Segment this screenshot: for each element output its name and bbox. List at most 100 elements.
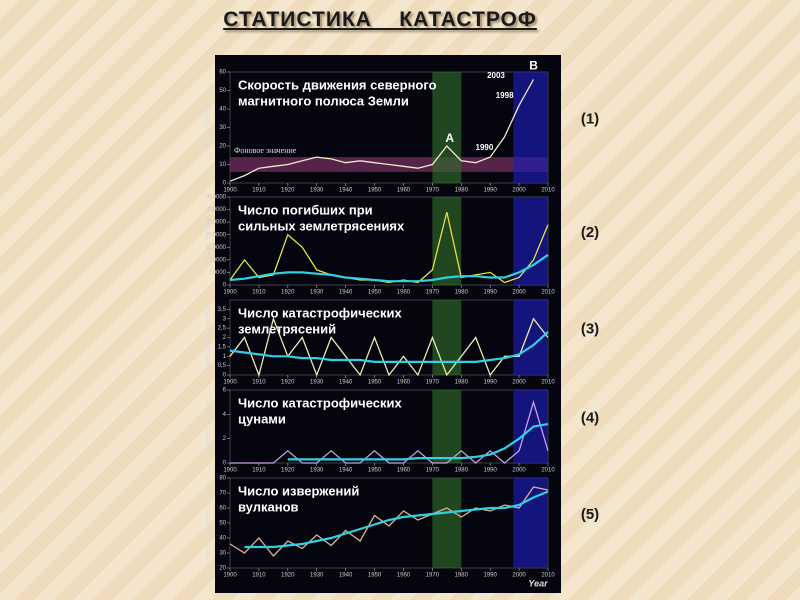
y-tick-label: 4: [223, 412, 227, 418]
x-tick-label: 1900: [223, 380, 237, 386]
x-tick-label: 2000: [512, 188, 526, 194]
x-tick-label: 1920: [281, 468, 295, 474]
x-tick-label: 1910: [252, 573, 266, 579]
y-tick-label: 10: [219, 162, 226, 168]
x-tick-label: 1970: [426, 290, 440, 296]
x-tick-label: 1910: [252, 290, 266, 296]
series-line: [229, 79, 535, 182]
x-tick-label: 1940: [339, 573, 353, 579]
y-tick-label: 40: [219, 536, 226, 542]
x-tick-label: 1900: [223, 468, 237, 474]
x-tick-label: 1930: [310, 188, 324, 194]
x-tick-label: 1990: [484, 468, 498, 474]
y-tick-label: 2: [223, 436, 227, 442]
series-line: [244, 490, 549, 549]
y-tick-label: 150000: [206, 245, 227, 251]
series-line: [229, 316, 549, 378]
x-tick-label: 1940: [339, 290, 353, 296]
y-tick-label: 40: [219, 107, 226, 113]
panel-label: (3): [581, 320, 599, 337]
x-tick-label: 1960: [397, 380, 411, 386]
panel-label: (2): [581, 224, 599, 241]
series-line: [229, 331, 549, 363]
panel-label: (4): [581, 409, 599, 426]
x-tick-label: 1950: [368, 380, 382, 386]
x-tick-label: 1920: [281, 290, 295, 296]
y-tick-label: 0: [223, 461, 227, 467]
highlight-band: [513, 72, 548, 183]
highlight-band: [432, 478, 462, 568]
y-tick-label: 300000: [206, 207, 227, 213]
panel-label: (5): [581, 506, 599, 523]
series-line: [230, 399, 549, 464]
panel-title: землетрясений: [238, 321, 336, 336]
y-tick-label: 0: [223, 373, 227, 379]
highlight-band: [432, 390, 462, 463]
x-tick-label: 1960: [397, 573, 411, 579]
y-axis-label: Velocity (km/yr): [205, 104, 212, 152]
panel-title: цунами: [238, 411, 286, 426]
panel-title: Число катастрофических: [238, 395, 403, 410]
annotation: A: [445, 131, 454, 145]
annotation: B: [529, 59, 538, 73]
panel-title: Число катастрофических: [238, 305, 403, 320]
x-tick-label: 2010: [541, 188, 555, 194]
panel-title: сильных землетрясениях: [238, 218, 405, 233]
x-tick-label: 1960: [397, 468, 411, 474]
x-tick-label: 2000: [512, 380, 526, 386]
highlight-band: [432, 197, 462, 285]
y-tick-label: 1: [223, 354, 227, 360]
highlight-band: [432, 72, 462, 183]
series-line: [287, 423, 549, 461]
x-tick-label: 2010: [541, 573, 555, 579]
x-tick-label: 1900: [223, 573, 237, 579]
x-tick-label: 1970: [426, 380, 440, 386]
panel-title: магнитного полюса Земли: [238, 93, 409, 108]
x-tick-label: 2010: [541, 468, 555, 474]
y-tick-label: 3: [223, 316, 227, 322]
x-tick-label: 1980: [455, 290, 469, 296]
y-axis-label: Deaths number: [205, 216, 212, 265]
panel-label: (1): [581, 110, 599, 127]
series-line: [229, 211, 549, 284]
x-tick-label: 1920: [281, 188, 295, 194]
x-tick-label: 1940: [339, 380, 353, 386]
highlight-band: [513, 197, 548, 285]
y-tick-label: 200000: [206, 232, 227, 238]
y-axis-label: Volcano eruptions number: [205, 482, 212, 564]
x-tick-label: 1970: [426, 468, 440, 474]
reference-band-label: Фоновое значение: [234, 146, 297, 155]
y-tick-label: 0: [223, 283, 227, 289]
x-tick-label: 1950: [368, 188, 382, 194]
x-tick-label: 1980: [455, 468, 469, 474]
x-tick-label: 1910: [252, 468, 266, 474]
panel-title: Число погибших при: [238, 202, 373, 217]
y-tick-label: 0,5: [218, 363, 227, 369]
y-tick-label: 0: [223, 181, 227, 187]
x-tick-label: 1930: [310, 380, 324, 386]
y-tick-label: 50: [219, 88, 226, 94]
y-tick-label: 1,5: [218, 344, 227, 350]
y-tick-label: 350000: [206, 195, 227, 201]
y-tick-label: 2,5: [218, 326, 227, 332]
x-tick-label: 1920: [281, 573, 295, 579]
x-tick-label: 2010: [541, 380, 555, 386]
x-tick-label: 1900: [223, 188, 237, 194]
panel-title: Число извержений: [238, 483, 359, 498]
y-axis-label: Tsunami number: [205, 400, 212, 452]
y-tick-label: 60: [219, 70, 226, 76]
x-tick-label: 1970: [426, 188, 440, 194]
x-tick-label: 1980: [455, 380, 469, 386]
annotation: 1998: [496, 91, 514, 100]
x-tick-label: 1990: [484, 290, 498, 296]
x-tick-label: 1970: [426, 573, 440, 579]
x-tick-label: 1960: [397, 188, 411, 194]
y-tick-label: 50000: [209, 270, 226, 276]
y-tick-label: 20: [219, 566, 226, 572]
y-tick-label: 100000: [206, 257, 227, 263]
x-tick-label: 1910: [252, 188, 266, 194]
y-axis-label: Earthquakes number: [205, 304, 212, 370]
x-tick-label: 1920: [281, 380, 295, 386]
x-tick-label: 1950: [368, 468, 382, 474]
